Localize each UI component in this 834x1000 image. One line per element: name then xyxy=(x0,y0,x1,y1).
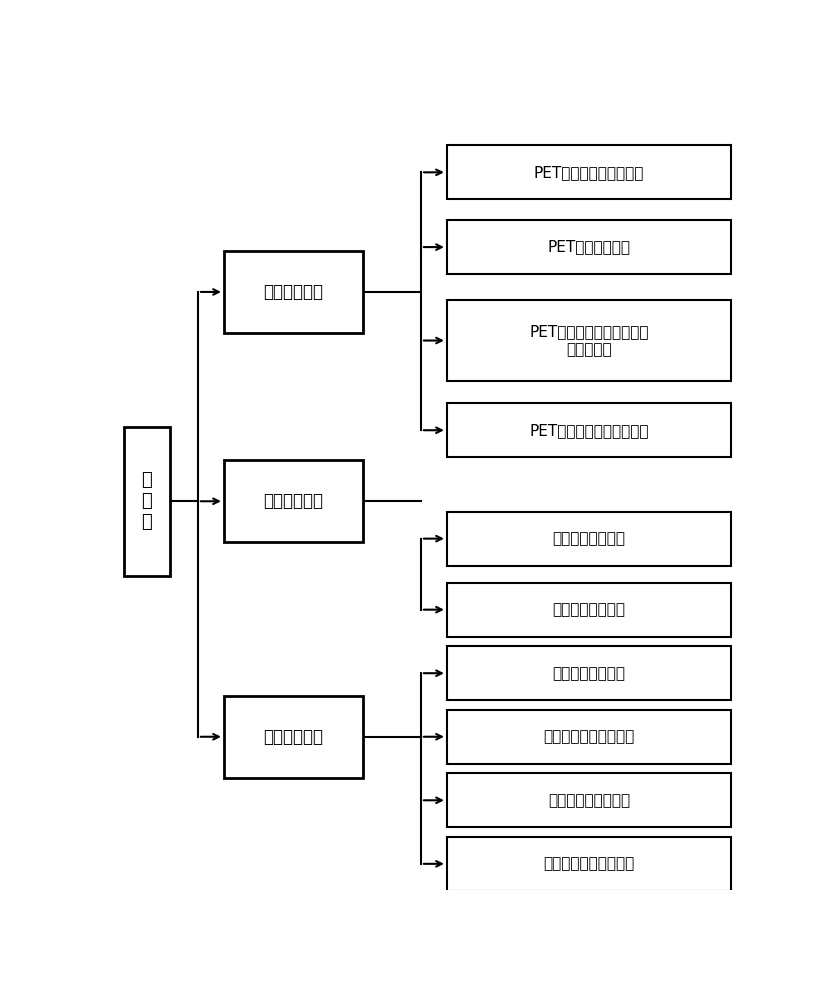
Text: 工
作
站: 工 作 站 xyxy=(142,471,153,531)
Bar xyxy=(123,427,170,576)
Bar xyxy=(447,583,731,637)
Text: 整机系统参数监控模块: 整机系统参数监控模块 xyxy=(544,856,635,871)
Text: 照射视野控制模块: 照射视野控制模块 xyxy=(552,602,626,617)
Bar xyxy=(447,220,731,274)
Text: 系统控制模块: 系统控制模块 xyxy=(264,728,324,746)
Bar xyxy=(447,512,731,566)
Text: 图像处理模块: 图像处理模块 xyxy=(264,283,324,301)
Text: PET图像采集与存储模块: PET图像采集与存储模块 xyxy=(534,165,644,180)
Bar xyxy=(447,145,731,199)
Text: 探测器电机控制模块: 探测器电机控制模块 xyxy=(548,793,630,808)
Bar xyxy=(224,696,363,778)
Bar xyxy=(224,460,363,542)
Bar xyxy=(447,837,731,891)
Bar xyxy=(447,710,731,764)
Bar xyxy=(224,251,363,333)
Bar xyxy=(447,403,731,457)
Bar xyxy=(447,646,731,700)
Text: PET图像与光学定位跟踪系
统配准模块: PET图像与光学定位跟踪系 统配准模块 xyxy=(530,324,649,357)
Text: PET图像手动区域划分模块: PET图像手动区域划分模块 xyxy=(530,423,649,438)
Text: 转动机构控制模块: 转动机构控制模块 xyxy=(552,666,626,681)
Bar xyxy=(447,773,731,827)
Text: PET图像重建模块: PET图像重建模块 xyxy=(547,240,631,255)
Text: 电极控制机构控制模块: 电极控制机构控制模块 xyxy=(544,729,635,744)
Text: 中子照射模块: 中子照射模块 xyxy=(264,492,324,510)
Bar xyxy=(447,300,731,381)
Text: 照射剂量控制模块: 照射剂量控制模块 xyxy=(552,531,626,546)
